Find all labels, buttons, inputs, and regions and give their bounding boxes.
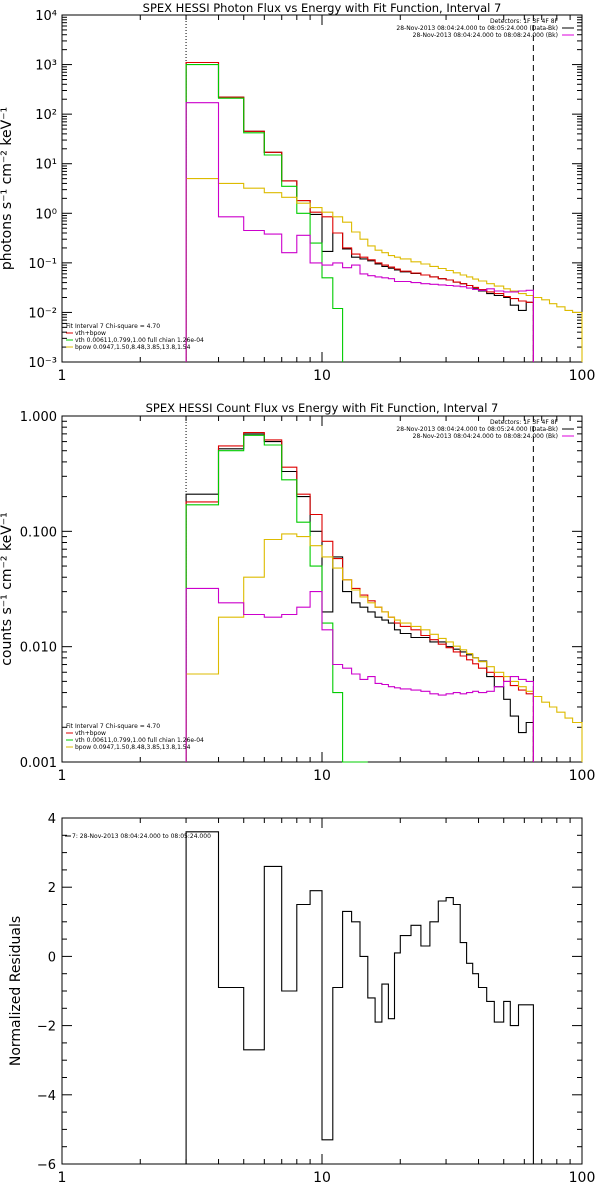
legend-top-label: Detectors: 1F 3F 4F 8F	[490, 419, 559, 426]
y-tick-label: 10⁴	[35, 9, 57, 24]
legend-bottom-label: vth+bpow	[75, 330, 106, 337]
y-tick-label: 4	[48, 812, 56, 827]
legend-bottom-label: Fit Interval 7 Chi-square = 4.70	[66, 723, 160, 730]
plot-frame	[61, 14, 583, 363]
chart-title: SPEX HESSI Photon Flux vs Energy with Fi…	[143, 1, 502, 15]
x-tick-label: 1	[58, 768, 67, 784]
y-tick-label: 0.010	[20, 641, 57, 656]
y-tick-label: 1.000	[20, 410, 57, 425]
series-vth-bpow	[185, 61, 534, 362]
chart-title: SPEX HESSI Count Flux vs Energy with Fit…	[146, 401, 499, 415]
y-tick-label: 10⁻³	[28, 356, 57, 371]
legend-top-label: 28-Nov-2013 08:04:24.000 to 08:08:24.000…	[413, 32, 558, 39]
x-tick-label: 10	[313, 1170, 331, 1186]
legend-bottom-label: bpow 0.0947,1.50,8.48,3.85,13.8,1.54	[75, 344, 191, 351]
y-tick-label: 0.100	[20, 525, 57, 540]
x-tick-label: 10	[313, 368, 331, 384]
y-axis-label: photons s⁻¹ cm⁻² keV⁻¹	[0, 107, 15, 270]
y-tick-label: −6	[37, 1158, 56, 1173]
legend-bottom-label: Fit Interval 7 Chi-square = 4.70	[66, 323, 160, 330]
x-tick-label: 100	[569, 768, 596, 784]
y-tick-label: 10¹	[35, 158, 57, 173]
interval-legend-label: 7: 28-Nov-2013 08:04:24.000 to 08:05:24.…	[72, 833, 211, 840]
y-tick-label: 2	[48, 881, 56, 896]
series-bk	[185, 102, 534, 362]
y-tick-label: 10⁻¹	[28, 257, 57, 272]
legend-bottom-label: bpow 0.0947,1.50,8.48,3.85,13.8,1.54	[75, 744, 191, 751]
legend-top-label: Detectors: 1F 3F 4F 8F	[490, 18, 559, 25]
legend-top-label: 28-Nov-2013 08:04:24.000 to 08:05:24.000…	[396, 426, 558, 433]
y-tick-label: 10⁰	[35, 207, 57, 222]
y-tick-label: 10⁻²	[28, 306, 57, 321]
legend-top-label: 28-Nov-2013 08:04:24.000 to 08:05:24.000…	[396, 25, 558, 32]
series-data-bk	[185, 61, 534, 362]
x-tick-label: 1	[58, 368, 67, 384]
x-tick-label: 10	[313, 768, 331, 784]
series-residuals	[185, 831, 534, 1164]
x-tick-label: 100	[569, 368, 596, 384]
series-bk	[185, 587, 534, 762]
y-axis-label: counts s⁻¹ cm⁻² keV⁻¹	[0, 512, 15, 666]
series-vth	[185, 434, 368, 763]
series-data-bk	[185, 433, 534, 762]
x-tick-label: 100	[569, 1170, 596, 1186]
series-bpow	[185, 533, 583, 762]
legend-top-label: 28-Nov-2013 08:04:24.000 to 08:08:24.000…	[413, 433, 558, 440]
y-tick-label: 0	[48, 950, 56, 965]
x-tick-label: 1	[58, 1170, 67, 1186]
y-axis-label: Normalized Residuals	[8, 916, 24, 1066]
series-vth	[185, 64, 344, 362]
y-tick-label: 0.001	[20, 756, 57, 771]
residuals-panel: Normalized Residuals 1 10 100 −6 −4 −2 0 2 4 7: 28…	[8, 812, 595, 1186]
series-vth-bpow	[185, 431, 534, 762]
y-tick-label: 10²	[35, 108, 57, 123]
legend-bottom-label: vth 0.00611,0.799,1.00 full chian 1.26e-…	[75, 337, 204, 344]
y-tick-label: −4	[37, 1089, 56, 1104]
y-tick-label: 10³	[35, 59, 57, 74]
y-tick-label: −2	[37, 1020, 56, 1035]
legend-bottom-label: vth+bpow	[75, 730, 106, 737]
count-flux-panel: SPEX HESSI Count Flux vs Energy with Fit…	[0, 401, 595, 784]
legend-bottom-label: vth 0.00611,0.799,1.00 full chian 1.26e-…	[75, 737, 204, 744]
photon-flux-panel: SPEX HESSI Photon Flux vs Energy with Fi…	[0, 1, 595, 384]
series-bpow	[185, 178, 583, 362]
